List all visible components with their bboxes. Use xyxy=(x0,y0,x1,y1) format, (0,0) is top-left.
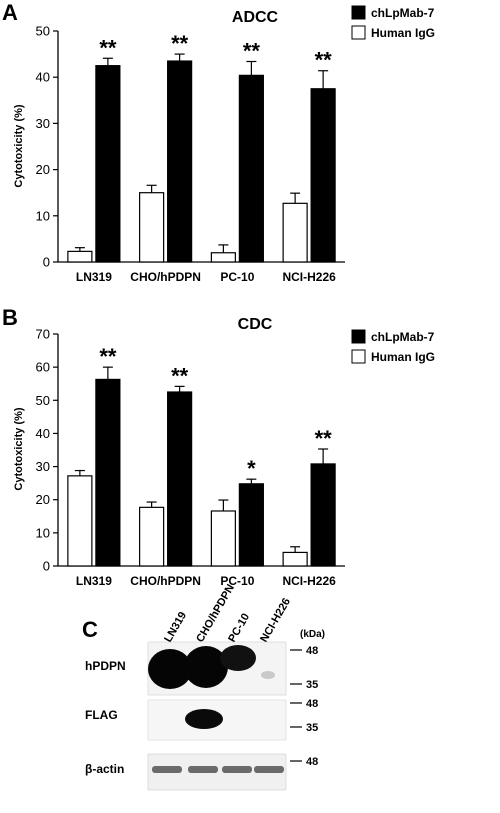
legend-b-label-chlpmab7: chLpMab-7 xyxy=(371,330,435,344)
chart-a-bar-chlpmab7-pc-10 xyxy=(238,74,264,263)
chart-b-category-label-ln319: LN319 xyxy=(76,574,112,588)
blot-lane-label-3: PC-10 xyxy=(226,611,252,644)
chart-b-bar-chlpmab7-nci-h226 xyxy=(310,463,336,567)
chart-b-bar-human-igg-cho-hpdpn xyxy=(139,506,165,567)
blot-band-hpdpn-pc10 xyxy=(220,645,256,671)
legend-b-swatch-human-igg xyxy=(351,349,366,364)
chart-a-significance-nci-h226: ** xyxy=(315,48,333,73)
legend-a-swatch-human-igg xyxy=(351,25,366,40)
chart-a-ytick-label-10: 10 xyxy=(36,208,50,223)
chart-a-category-label-ln319: LN319 xyxy=(76,270,112,284)
chart-b-bar-chlpmab7-cho-hpdpn xyxy=(167,391,193,567)
chart-b-ytick-label-0: 0 xyxy=(43,559,50,574)
chart-b-category-label-nci-h226: NCI-H226 xyxy=(282,574,336,588)
chart-b-bar-chlpmab7-ln319 xyxy=(95,378,121,567)
chart-a-bar-chlpmab7-nci-h226 xyxy=(310,88,336,263)
panel-letter-a: A xyxy=(2,0,18,25)
blot-marker-flag-35: 35 xyxy=(306,722,318,734)
panel-letter-c: C xyxy=(82,617,98,642)
chart-b-ytick-label-10: 10 xyxy=(36,525,50,540)
blot-lane-label-1: LN319 xyxy=(162,610,189,645)
blot-row-label-flag: FLAG xyxy=(85,708,118,722)
chart-b-bar-human-igg-ln319 xyxy=(67,475,93,567)
chart-b-category-label-cho-hpdpn: CHO/hPDPN xyxy=(130,574,201,588)
chart-b-title: CDC xyxy=(238,316,273,333)
chart-b-ytick-label-20: 20 xyxy=(36,492,50,507)
chart-a-title: ADCC xyxy=(232,9,279,26)
legend-a-label-human-igg: Human IgG xyxy=(371,26,435,40)
chart-b-ytick-label-60: 60 xyxy=(36,360,50,375)
blot-marker-hpdpn-48: 48 xyxy=(306,645,318,657)
chart-b-significance-ln319: ** xyxy=(99,344,117,369)
chart-b-category-label-pc-10: PC-10 xyxy=(220,574,254,588)
chart-a-bar-human-igg-ln319 xyxy=(67,250,93,263)
chart-b-significance-pc-10: * xyxy=(247,456,256,481)
chart-a-category-label-cho-hpdpn: CHO/hPDPN xyxy=(130,270,201,284)
chart-a-ytick-label-20: 20 xyxy=(36,162,50,177)
blot-band-actin-ln319 xyxy=(152,766,182,773)
chart-a-bar-chlpmab7-cho-hpdpn xyxy=(167,60,193,263)
blot-band-hpdpn-nci xyxy=(261,671,275,679)
chart-b-ytick-label-30: 30 xyxy=(36,459,50,474)
chart-a-ytick-label-40: 40 xyxy=(36,70,50,85)
chart-a-ytick-label-30: 30 xyxy=(36,116,50,131)
chart-b-ytick-label-50: 50 xyxy=(36,393,50,408)
legend-a-label-chlpmab7: chLpMab-7 xyxy=(371,6,435,20)
blot-lane-label-4: NCI-H226 xyxy=(258,596,293,644)
chart-a-significance-ln319: ** xyxy=(99,35,117,60)
blot-band-hpdpn-cho xyxy=(184,646,228,688)
chart-a-bar-human-igg-nci-h226 xyxy=(282,202,308,263)
legend-b-swatch-chlpmab7 xyxy=(351,329,366,344)
blot-marker-flag-48: 48 xyxy=(306,698,318,710)
legend-a-swatch-chlpmab7 xyxy=(351,5,366,20)
blot-band-actin-pc10 xyxy=(222,766,252,773)
chart-b-bar-chlpmab7-pc-10 xyxy=(238,483,264,567)
chart-a-bar-human-igg-pc-10 xyxy=(210,252,236,263)
chart-b-significance-cho-hpdpn: ** xyxy=(171,363,189,388)
chart-a-category-label-nci-h226: NCI-H226 xyxy=(282,270,336,284)
legend-b-label-human-igg: Human IgG xyxy=(371,350,435,364)
blot-band-actin-cho xyxy=(188,766,218,773)
chart-b-ytick-label-70: 70 xyxy=(36,327,50,342)
blot-marker-actin-48: 48 xyxy=(306,756,318,768)
chart-b-bar-human-igg-nci-h226 xyxy=(282,551,308,567)
chart-a-bar-human-igg-cho-hpdpn xyxy=(139,192,165,263)
chart-a-category-label-pc-10: PC-10 xyxy=(220,270,254,284)
blot-marker-hpdpn-35: 35 xyxy=(306,679,318,691)
chart-b-bar-human-igg-pc-10 xyxy=(210,510,236,567)
chart-b-significance-nci-h226: ** xyxy=(315,426,333,451)
chart-a-ytick-label-0: 0 xyxy=(43,255,50,270)
panel-letter-b: B xyxy=(2,305,18,330)
chart-a: 0 10 20 30 40 50 LN319 ** CHO/hPDPN ** PC-10 ** NCI-… xyxy=(36,24,345,284)
blot-row-label-hpdpn: hPDPN xyxy=(85,659,126,673)
blot-kda-unit: (kDa) xyxy=(300,629,325,640)
blot-band-flag-cho xyxy=(185,709,223,729)
chart-a-significance-cho-hpdpn: ** xyxy=(171,31,189,56)
chart-b: 0 10 20 30 40 50 60 70 LN319 ** CHO/hPDPN ** PC-10 * N… xyxy=(36,327,345,588)
chart-b-ylabel: Cytotoxicity (%) xyxy=(13,407,25,490)
chart-a-ylabel: Cytotoxicity (%) xyxy=(13,104,25,187)
blot-band-hpdpn-ln319 xyxy=(148,649,192,689)
chart-a-bar-chlpmab7-ln319 xyxy=(95,65,121,263)
chart-a-ytick-label-50: 50 xyxy=(36,24,50,39)
chart-b-ytick-label-40: 40 xyxy=(36,426,50,441)
chart-a-significance-pc-10: ** xyxy=(243,38,261,63)
blot-row-label-beta-actin: β-actin xyxy=(85,762,124,776)
blot-band-actin-nci xyxy=(254,766,284,773)
